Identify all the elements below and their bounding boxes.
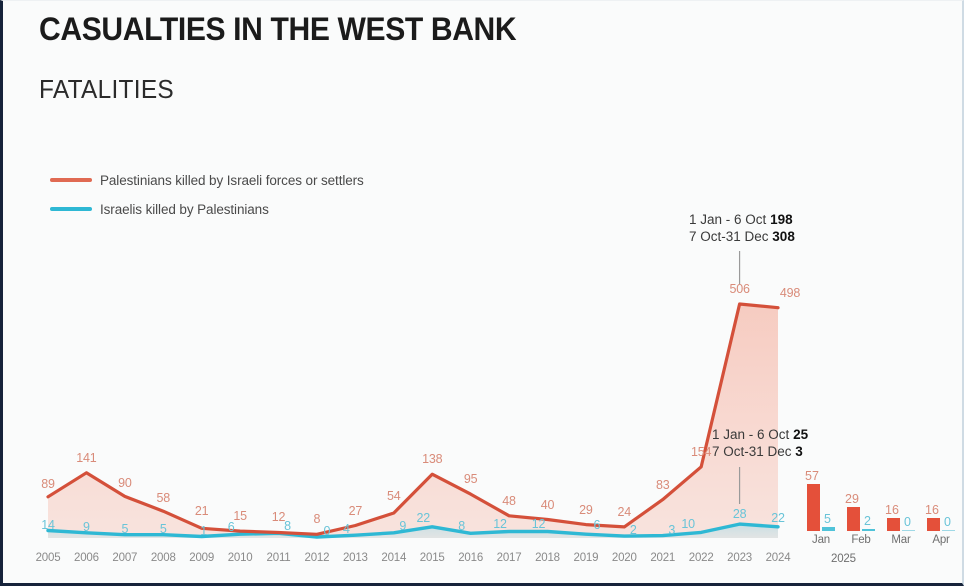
- month-bars: 16 0: [883, 479, 919, 531]
- bar-value-israelis: 0: [904, 514, 911, 529]
- annotation-period: 7 Oct-31 Dec: [689, 229, 769, 244]
- x-axis-tick: 2022: [688, 552, 714, 564]
- month-label: Jan: [812, 534, 830, 546]
- bar-palestinians[interactable]: [847, 506, 860, 531]
- bar-value-israelis: 5: [824, 511, 831, 526]
- x-axis-tick: 2019: [573, 552, 599, 564]
- chart-canvas: CASUALTIES IN THE WEST BANK FATALITIES P…: [3, 1, 962, 583]
- x-axis-tick: 2016: [458, 552, 484, 564]
- bar-value-palestinians: 29: [845, 491, 859, 506]
- x-axis-tick: 2015: [419, 552, 445, 564]
- series-area-palestinians: [48, 304, 778, 538]
- annotation-value: 25: [793, 427, 809, 442]
- line-palestinians: [46, 302, 780, 536]
- x-axis-tick: 2012: [304, 552, 330, 564]
- month-label: Feb: [851, 534, 871, 546]
- line-israelis: [46, 522, 780, 539]
- x-axis-tick: 2021: [650, 552, 676, 564]
- area-fill-palestinians: [48, 304, 778, 538]
- bar-israelis[interactable]: [942, 529, 955, 531]
- month-bars: 29 2: [843, 479, 879, 531]
- bar-palestinians[interactable]: [887, 517, 900, 531]
- x-axis-tick: 2009: [189, 552, 215, 564]
- bar-palestinians[interactable]: [927, 517, 940, 531]
- annotation-israelis-2023-split: 1 Jan - 6 Oct 25 7 Oct-31 Dec 3: [712, 426, 808, 460]
- chart-legend: Palestinians killed by Israeli forces or…: [50, 169, 364, 227]
- x-axis-tick: 2005: [35, 552, 61, 564]
- page-subtitle: FATALITIES: [39, 74, 175, 104]
- x-axis-tick: 2010: [227, 552, 253, 564]
- month-bars: 57 5: [803, 469, 839, 531]
- annotation-row: 7 Oct-31 Dec 3: [712, 443, 808, 460]
- legend-swatch-palestinians: [50, 178, 92, 182]
- monthly-2025-panel: 2025 57 5 Jan 29 2 Feb 16 0 Mar 16 0 Apr: [803, 469, 955, 579]
- x-axis-tick: 2017: [496, 552, 522, 564]
- month-group: 16 0 Apr: [923, 479, 959, 546]
- annotation-row: 1 Jan - 6 Oct 25: [712, 426, 808, 443]
- series-line-palestinians: [46, 302, 780, 536]
- annotation-period: 1 Jan - 6 Oct: [712, 427, 790, 442]
- month-bars: 16 0: [923, 479, 959, 531]
- month-label: Apr: [932, 534, 950, 546]
- x-axis-tick: 2007: [112, 552, 138, 564]
- annotation-row: 7 Oct-31 Dec 308: [689, 228, 795, 245]
- annotation-value: 198: [770, 212, 793, 227]
- x-axis-tick: 2023: [727, 552, 752, 564]
- month-group: 57 5 Jan: [803, 469, 839, 546]
- x-axis-tick: 2024: [765, 552, 791, 564]
- month-label: Mar: [891, 534, 911, 546]
- annotation-value: 308: [772, 229, 795, 244]
- month-group: 16 0 Mar: [883, 479, 919, 546]
- bar-value-palestinians: 16: [925, 502, 939, 517]
- chart-plot-area: [46, 251, 780, 539]
- x-axis-tick: 2018: [535, 552, 560, 564]
- monthly-year-label: 2025: [831, 553, 856, 565]
- bar-value-palestinians: 16: [885, 502, 899, 517]
- legend-swatch-israelis: [50, 207, 92, 211]
- bar-israelis[interactable]: [822, 526, 835, 531]
- legend-item-palestinians[interactable]: Palestinians killed by Israeli forces or…: [50, 169, 364, 191]
- annotation-period: 1 Jan - 6 Oct: [689, 212, 767, 227]
- annotation-palestinians-2023-split: 1 Jan - 6 Oct 198 7 Oct-31 Dec 308: [689, 211, 795, 245]
- page-title: CASUALTIES IN THE WEST BANK: [39, 11, 517, 47]
- series-line-israelis: [46, 522, 780, 539]
- annotation-row: 1 Jan - 6 Oct 198: [689, 211, 795, 228]
- legend-label-israelis: Israelis killed by Palestinians: [100, 201, 269, 217]
- bar-value-israelis: 0: [944, 514, 951, 529]
- x-axis-tick: 2020: [611, 552, 637, 564]
- bar-israelis[interactable]: [862, 529, 875, 531]
- x-axis-tick: 2013: [342, 552, 368, 564]
- x-axis-tick: 2008: [150, 552, 176, 564]
- bar-palestinians[interactable]: [807, 483, 820, 531]
- annotation-value: 3: [795, 444, 803, 459]
- month-group: 29 2 Feb: [843, 479, 879, 546]
- bar-value-israelis: 2: [864, 514, 871, 529]
- legend-item-israelis[interactable]: Israelis killed by Palestinians: [50, 198, 364, 220]
- x-axis-tick: 2011: [266, 552, 291, 564]
- x-axis-tick: 2014: [381, 552, 407, 564]
- legend-label-palestinians: Palestinians killed by Israeli forces or…: [100, 172, 364, 188]
- bar-israelis[interactable]: [902, 529, 915, 531]
- annotation-period: 7 Oct-31 Dec: [712, 444, 792, 459]
- bar-value-palestinians: 57: [805, 468, 819, 483]
- x-axis-tick: 2006: [74, 552, 99, 564]
